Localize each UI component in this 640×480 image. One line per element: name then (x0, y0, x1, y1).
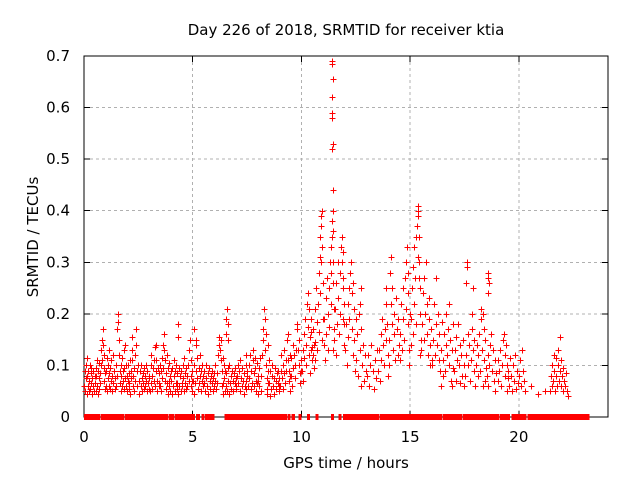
zero-band-segment (168, 414, 175, 420)
zero-band-segment (330, 414, 334, 420)
zero-band-segment (406, 414, 426, 420)
zero-band-segment (185, 414, 195, 420)
zero-line-band (84, 414, 590, 420)
y-tick-label-0.6: 0.6 (46, 99, 70, 117)
zero-band-segment (272, 414, 288, 420)
zero-band-segment (358, 414, 370, 420)
y-tick-label-0.3: 0.3 (46, 253, 70, 271)
zero-band-segment (478, 414, 500, 420)
zero-band-segment (152, 414, 169, 420)
chart-title: Day 226 of 2018, SRMTID for receiver kti… (188, 21, 505, 39)
x-tick-label-10: 10 (292, 428, 311, 446)
zero-band-segment (442, 414, 463, 420)
x-tick-label-20: 20 (509, 428, 528, 446)
zero-band-segment (124, 414, 136, 420)
zero-band-segment (135, 414, 142, 420)
zero-band-segment (174, 414, 186, 420)
axis-tick-labels: 0 5 10 15 20 0 0.1 0.2 0.3 0.4 0.5 0.6 0.7 (46, 47, 528, 446)
axis-ticks (83, 55, 608, 418)
zero-band-segment (462, 414, 470, 420)
y-tick-label-0.5: 0.5 (46, 150, 70, 168)
zero-band-segment (370, 414, 380, 420)
zero-band-segment (511, 414, 527, 420)
zero-band-segment (287, 414, 291, 420)
zero-band-segment (84, 414, 95, 420)
plot-border (83, 55, 609, 418)
data-points (81, 58, 572, 400)
y-tick-label-0: 0 (60, 408, 70, 426)
zero-band-segment (252, 414, 272, 420)
zero-band-segment (315, 414, 319, 420)
zero-band-segment (94, 414, 101, 420)
y-tick-label-0.4: 0.4 (46, 202, 70, 220)
zero-band-segment (470, 414, 479, 420)
zero-band-segment (224, 414, 236, 420)
zero-band-segment (397, 414, 407, 420)
y-tick-label-0.2: 0.2 (46, 305, 70, 323)
zero-band-segment (141, 414, 153, 420)
zero-band-segment (201, 414, 205, 420)
y-tick-label-0.7: 0.7 (46, 47, 70, 65)
zero-band-segment (499, 414, 511, 420)
x-tick-label-5: 5 (188, 428, 198, 446)
zero-band-segment (298, 414, 302, 420)
scatter-plus-markers (81, 58, 572, 400)
x-axis-label: GPS time / hours (283, 454, 409, 472)
zero-band-segment (306, 414, 311, 420)
zero-band-segment (338, 414, 342, 420)
axes-border (83, 55, 609, 418)
zero-band-segment (352, 414, 358, 420)
zero-band-segment (551, 414, 590, 420)
zero-band-segment (100, 414, 120, 420)
zero-band-segment (235, 414, 253, 420)
zero-band-segment (342, 414, 353, 420)
zero-band-segment (119, 414, 125, 420)
zero-band-segment (196, 414, 201, 420)
zero-band-segment (291, 414, 295, 420)
y-axis-label: SRMTID / TECUs (24, 177, 42, 298)
x-tick-label-0: 0 (79, 428, 89, 446)
grid-lines (84, 56, 608, 417)
y-tick-label-0.1: 0.1 (46, 356, 70, 374)
x-tick-label-15: 15 (401, 428, 420, 446)
zero-band-segment (379, 414, 398, 420)
zero-band-segment (425, 414, 443, 420)
zero-band-segment (527, 414, 552, 420)
zero-band-segment (204, 414, 215, 420)
